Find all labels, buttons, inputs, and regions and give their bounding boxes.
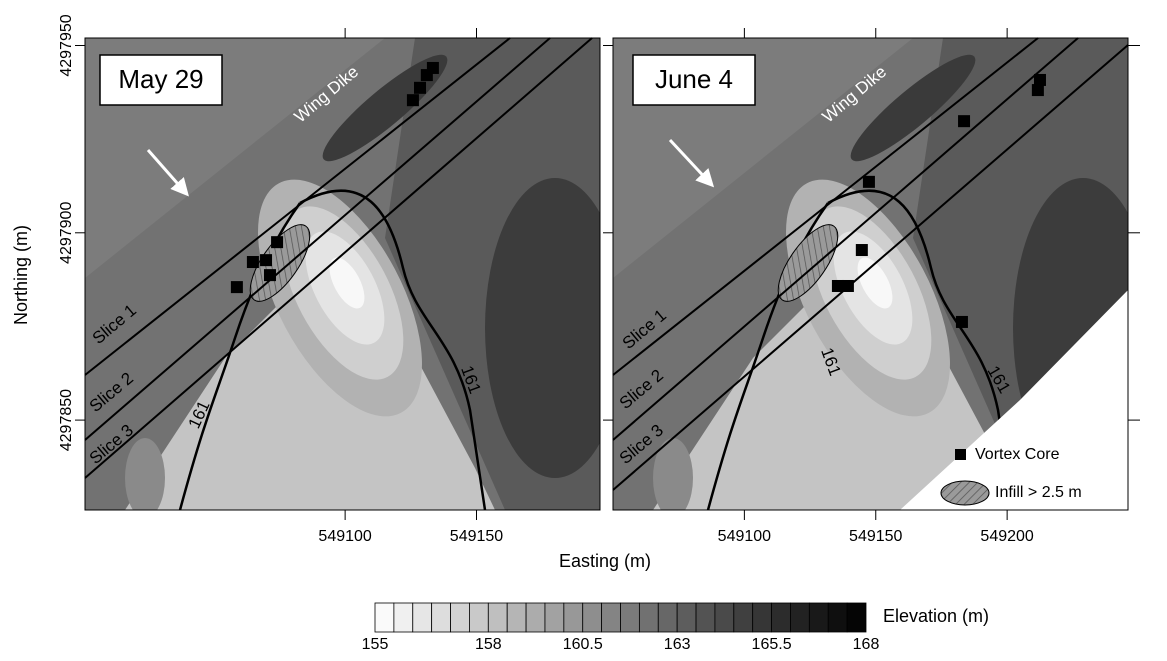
vortex-core	[271, 236, 283, 248]
vortex-core	[956, 316, 968, 328]
vortex-core	[407, 94, 419, 106]
page: May 29 June 4 Easting (m) Northing (m) V…	[0, 0, 1167, 661]
vortex-core	[842, 280, 854, 292]
x-tick-label: 549100	[318, 528, 371, 545]
y-tick-label: 4297850	[58, 389, 75, 451]
vortex-core	[958, 115, 970, 127]
colorbar-cell	[526, 603, 545, 632]
colorbar-cell	[715, 603, 734, 632]
y-tick-label: 4297950	[58, 14, 75, 76]
panel-label: May 29	[118, 64, 203, 94]
colorbar-cell	[394, 603, 413, 632]
colorbar-cell	[639, 603, 658, 632]
colorbar-cell	[469, 603, 488, 632]
vortex-core	[856, 244, 868, 256]
colorbar-tick-label: 165.5	[752, 636, 792, 653]
colorbar-cell	[602, 603, 621, 632]
colorbar-cell	[847, 603, 866, 632]
colorbar-cell	[621, 603, 640, 632]
x-tick-label: 549200	[980, 528, 1033, 545]
vortex-core	[231, 281, 243, 293]
panel-label: June 4	[655, 64, 733, 94]
legend-label: Infill > 2.5 m	[995, 484, 1082, 501]
vortex-core	[414, 82, 426, 94]
contour-map	[85, 38, 625, 518]
colorbar-tick-label: 155	[362, 636, 389, 653]
colorbar-cell	[507, 603, 526, 632]
vortex-core	[260, 254, 272, 266]
x-axis-label: Easting (m)	[559, 551, 651, 571]
colorbar-cell	[432, 603, 451, 632]
colorbar-cell	[677, 603, 696, 632]
colorbar-cell	[451, 603, 470, 632]
vortex-core	[863, 176, 875, 188]
vortex-core	[247, 256, 259, 268]
colorbar-cell	[809, 603, 828, 632]
figure: May 29 June 4 Easting (m) Northing (m) V…	[0, 0, 1167, 656]
y-tick-label: 4297900	[58, 202, 75, 264]
colorbar-cell	[564, 603, 583, 632]
colorbar-cell	[772, 603, 791, 632]
colorbar-tick-label: 168	[853, 636, 880, 653]
colorbar-cell	[375, 603, 394, 632]
colorbar-cell	[734, 603, 753, 632]
colorbar-cell	[488, 603, 507, 632]
x-tick-label: 549100	[718, 528, 771, 545]
colorbar-cell	[828, 603, 847, 632]
x-tick-label: 549150	[849, 528, 902, 545]
colorbar-cell	[545, 603, 564, 632]
colorbar-cell	[658, 603, 677, 632]
colorbar-tick-label: 158	[475, 636, 502, 653]
colorbar-tick-label: 160.5	[563, 636, 603, 653]
vortex-core	[427, 62, 439, 74]
colorbar-cell	[413, 603, 432, 632]
legend-marker	[955, 449, 966, 460]
colorbar-cell	[583, 603, 602, 632]
legend-marker	[941, 481, 989, 505]
colorbar-label: Elevation (m)	[883, 606, 989, 626]
x-tick-label: 549150	[450, 528, 503, 545]
contour-map	[613, 38, 1153, 518]
vortex-core	[1032, 84, 1044, 96]
colorbar-cell	[790, 603, 809, 632]
colorbar-cell	[696, 603, 715, 632]
legend-label: Vortex Core	[975, 446, 1060, 463]
colorbar-cell	[753, 603, 772, 632]
colorbar-tick-label: 163	[664, 636, 691, 653]
vortex-core	[264, 269, 276, 281]
y-axis-label: Northing (m)	[11, 225, 31, 325]
